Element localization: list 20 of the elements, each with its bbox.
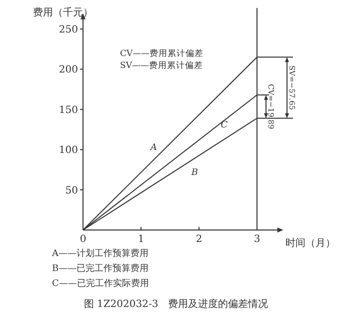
y-tick-label: 100 <box>58 145 78 156</box>
y-tick-label: 250 <box>58 24 78 36</box>
x-tick-label: 0 <box>80 234 86 245</box>
series-label: A <box>150 142 158 153</box>
text: A——计划工作预算费用 <box>51 248 148 259</box>
series-label: C <box>220 120 228 131</box>
annotation: CV——费用累计偏差 <box>120 48 204 59</box>
annotation: SV——费用累计偏差 <box>120 60 203 71</box>
series-label: B <box>190 168 198 178</box>
text: C——已完工作实际费用 <box>52 278 149 289</box>
y-tick-label: 200 <box>58 64 78 76</box>
caption: 图 1Z202032-3 费用及进度的偏差情况 <box>84 298 268 310</box>
y-axis-title: 费用（千元） <box>33 6 93 18</box>
y-tick-label: 50 <box>65 185 78 196</box>
text: B——已完工作预算费用 <box>52 263 149 274</box>
x-axis-title: 时间（月） <box>285 237 336 249</box>
x-tick-label: 1 <box>138 234 144 245</box>
x-tick-label: 2 <box>196 234 202 245</box>
y-tick-label: 150 <box>58 104 78 116</box>
x-tick-label: 3 <box>254 234 260 245</box>
